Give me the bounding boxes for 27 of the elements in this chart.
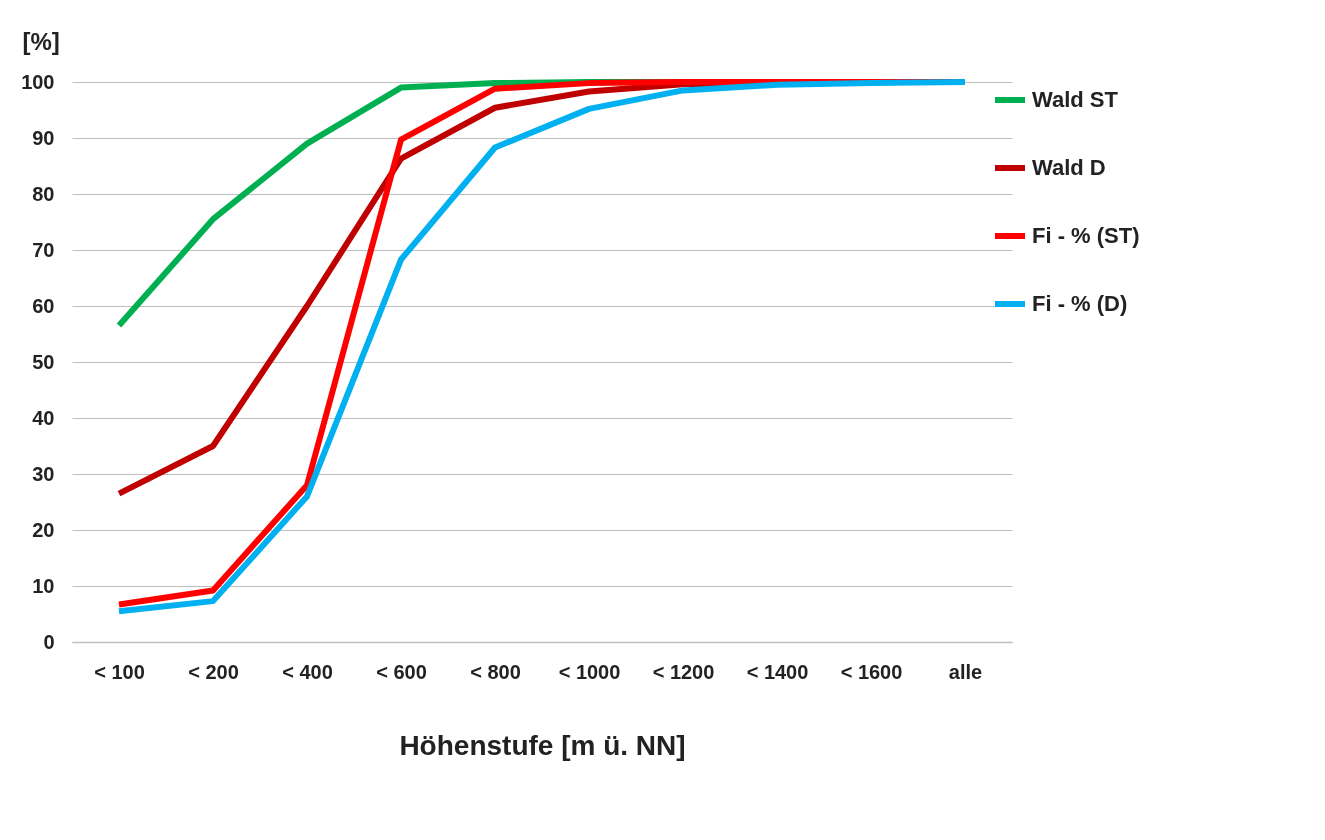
y-tick-label: 60 [32, 294, 55, 317]
y-tick-label: 40 [32, 406, 55, 429]
y-tick-label: 100 [21, 70, 55, 93]
x-tick-label: < 1600 [840, 660, 903, 683]
x-tick-label: < 1400 [746, 660, 809, 683]
x-tick-label: < 1000 [558, 660, 621, 683]
x-tick-label: < 400 [282, 660, 333, 683]
x-tick-label: < 800 [470, 660, 521, 683]
y-tick-label: 80 [32, 182, 55, 205]
x-axis-title: Höhenstufe [m ü. NN] [399, 729, 686, 761]
x-tick-label: alle [948, 660, 983, 683]
x-tick-label: < 200 [188, 660, 239, 683]
y-tick-label: 90 [32, 126, 55, 149]
x-tick-label: < 1200 [652, 660, 715, 683]
y-tick-label: 10 [32, 574, 55, 597]
y-tick-label: 50 [32, 350, 55, 373]
legend-label: Wald D [1032, 155, 1106, 180]
legend-label: Fi - % (ST) [1032, 223, 1140, 248]
x-tick-label: < 100 [94, 660, 145, 683]
y-tick-label: 30 [32, 462, 55, 485]
y-tick-label: 20 [32, 518, 55, 541]
legend-label: Wald ST [1032, 87, 1119, 112]
legend-label: Fi - % (D) [1032, 291, 1128, 316]
x-tick-label: < 600 [376, 660, 427, 683]
y-tick-label: 0 [43, 630, 55, 653]
y-tick-label: 70 [32, 238, 55, 261]
y-axis-title: [%] [22, 27, 60, 55]
